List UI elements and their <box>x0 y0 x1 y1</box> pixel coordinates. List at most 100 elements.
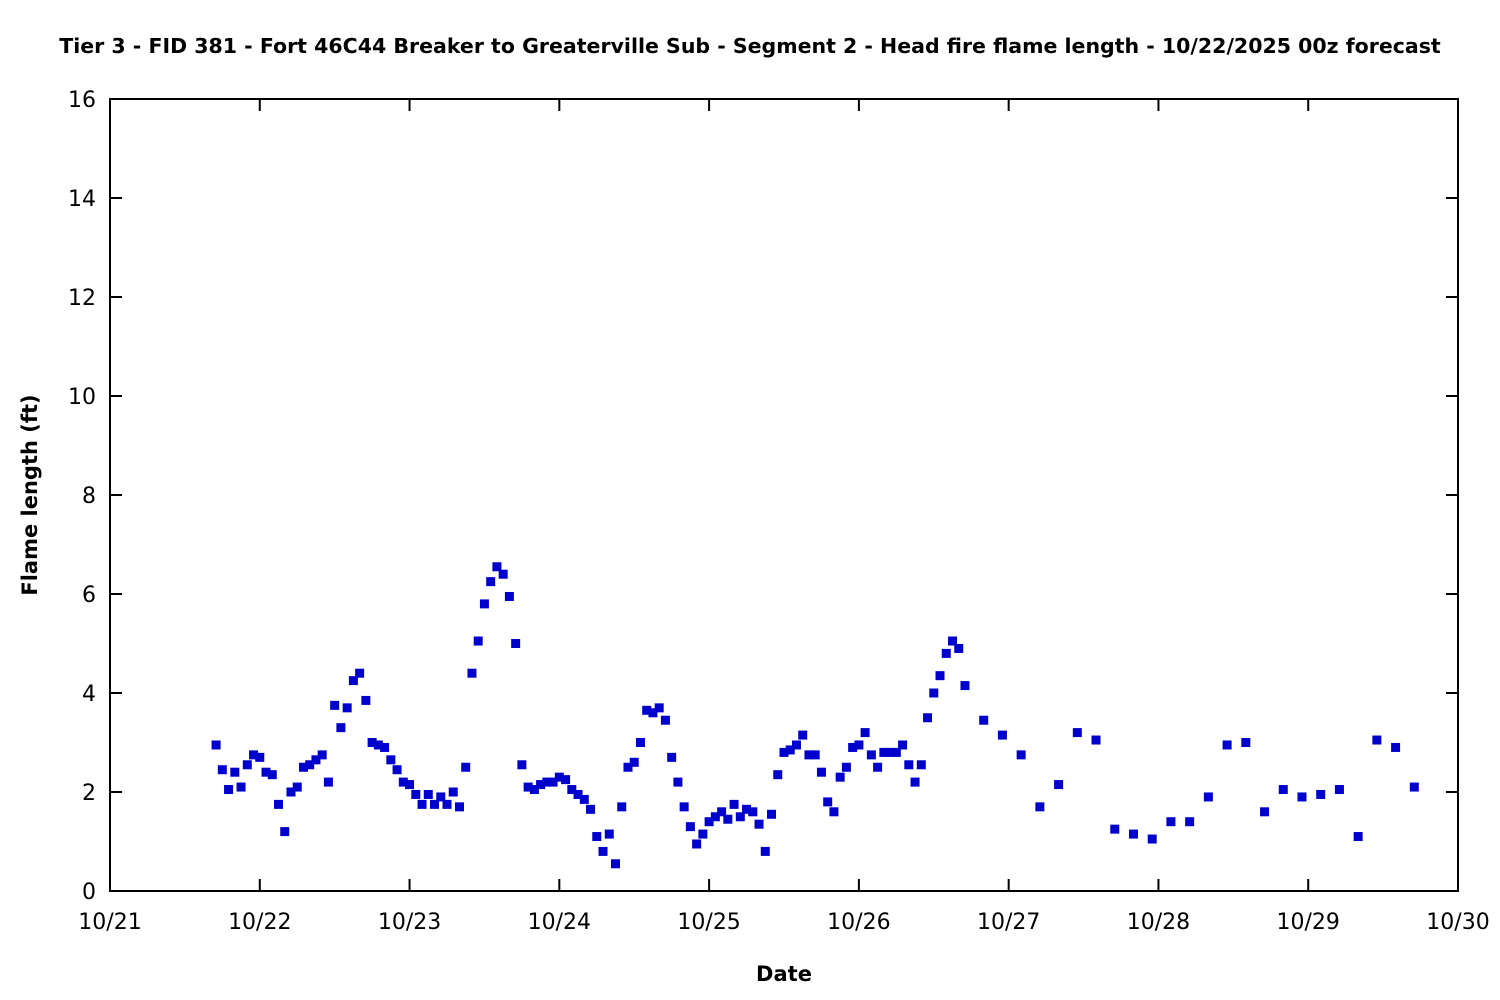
data-point <box>779 747 789 757</box>
data-point <box>611 859 620 869</box>
data-point <box>523 782 533 792</box>
data-point <box>355 668 365 678</box>
data-point <box>236 782 246 792</box>
data-point <box>249 750 259 760</box>
y-tick-label: 2 <box>82 781 96 806</box>
data-point <box>997 730 1007 740</box>
data-point <box>798 730 808 740</box>
data-point <box>361 695 371 705</box>
data-point <box>561 775 571 785</box>
data-point <box>979 715 989 725</box>
data-point <box>954 643 964 653</box>
data-point <box>373 740 383 750</box>
data-point <box>866 750 876 760</box>
x-tick-label: 10/22 <box>228 910 291 935</box>
data-point <box>723 814 733 824</box>
data-point <box>517 760 527 770</box>
data-point <box>1110 824 1120 834</box>
data-point <box>1054 780 1064 790</box>
data-point <box>542 777 552 787</box>
chart-title: Tier 3 - FID 381 - Fort 46C44 Breaker to… <box>59 34 1441 58</box>
data-point <box>698 829 708 839</box>
data-point <box>430 799 440 809</box>
data-point <box>473 636 483 646</box>
data-point <box>398 777 408 787</box>
data-point <box>785 745 795 755</box>
data-point <box>380 742 390 752</box>
data-point <box>1260 807 1270 817</box>
y-tick-label: 10 <box>68 385 96 410</box>
data-point <box>879 747 889 757</box>
data-point <box>629 757 639 767</box>
data-point <box>1278 785 1288 795</box>
data-point <box>498 569 508 579</box>
data-point <box>1035 802 1045 812</box>
data-point <box>929 688 939 698</box>
data-point <box>660 715 670 725</box>
data-point <box>336 723 346 733</box>
data-point <box>760 846 770 856</box>
data-point <box>617 802 627 812</box>
x-tick-label: 10/21 <box>78 910 141 935</box>
data-point <box>1203 792 1213 802</box>
data-point <box>898 740 908 750</box>
data-point <box>1185 817 1195 827</box>
data-point <box>841 762 851 772</box>
data-point <box>405 780 415 790</box>
data-point <box>411 789 421 799</box>
data-point <box>735 812 745 822</box>
x-tick-label: 10/24 <box>528 910 591 935</box>
data-point <box>873 762 883 772</box>
data-point <box>417 799 427 809</box>
x-tick-label: 10/27 <box>977 910 1040 935</box>
data-point <box>891 747 901 757</box>
data-point <box>267 770 277 780</box>
data-point <box>367 738 377 747</box>
data-point <box>916 760 926 770</box>
data-point <box>754 819 764 829</box>
x-tick-label: 10/26 <box>827 910 890 935</box>
y-tick-label: 0 <box>82 880 96 905</box>
data-point <box>436 792 446 802</box>
data-point <box>461 762 471 772</box>
data-point <box>592 832 602 842</box>
data-point <box>280 827 290 837</box>
data-point <box>773 770 783 780</box>
data-point <box>211 740 221 750</box>
x-tick-label: 10/23 <box>378 910 441 935</box>
data-point <box>242 760 252 770</box>
data-point <box>1128 829 1138 839</box>
data-point <box>829 807 839 817</box>
data-point <box>810 750 820 760</box>
data-point <box>635 738 645 747</box>
data-point <box>710 812 720 822</box>
data-point <box>598 846 608 856</box>
data-point <box>330 700 340 710</box>
data-point <box>642 705 652 715</box>
data-point <box>224 785 234 795</box>
data-point <box>448 787 458 797</box>
data-point <box>479 599 489 609</box>
data-point <box>230 767 240 777</box>
data-point <box>948 636 957 646</box>
data-point <box>573 789 583 799</box>
data-point <box>1372 735 1382 745</box>
data-point <box>348 676 358 686</box>
data-point <box>804 750 814 760</box>
data-point <box>255 752 265 762</box>
data-point <box>823 797 833 807</box>
y-tick-label: 8 <box>82 484 96 509</box>
data-point <box>342 703 352 713</box>
data-point <box>960 681 970 691</box>
x-axis-label: Date <box>756 962 812 986</box>
data-point <box>860 728 870 738</box>
data-point <box>261 767 271 777</box>
y-tick-label: 4 <box>82 682 96 707</box>
data-point <box>835 772 845 782</box>
y-tick-label: 12 <box>68 286 96 311</box>
data-point <box>511 639 521 648</box>
data-point <box>623 762 633 772</box>
data-point <box>679 802 689 812</box>
